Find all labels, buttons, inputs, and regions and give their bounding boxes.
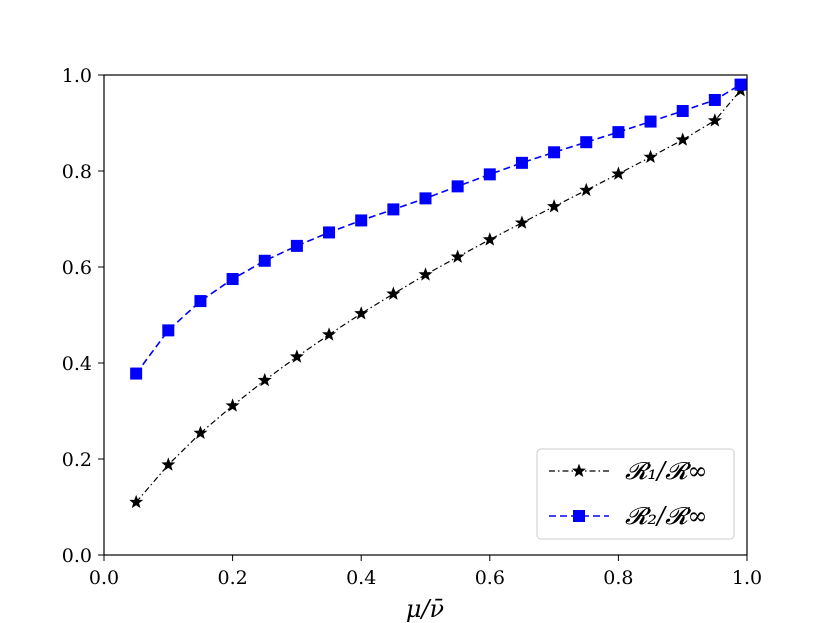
- series-2-point: [162, 324, 175, 337]
- series-1-point: [643, 149, 658, 164]
- y-tick-label: 0.8: [62, 161, 92, 183]
- series-1-point: [547, 199, 562, 213]
- series-2-point: [258, 254, 271, 267]
- y-tick-label: 0.0: [62, 545, 92, 567]
- series-2-point: [451, 180, 464, 193]
- series-2-point: [355, 214, 368, 227]
- series-2-point: [483, 168, 496, 181]
- y-tick-label: 0.4: [62, 353, 92, 375]
- series-2-point: [419, 192, 432, 205]
- series-2-point: [226, 273, 239, 285]
- series-2-point: [130, 367, 143, 380]
- legend-marker: [573, 510, 585, 522]
- series-1-point: [611, 166, 626, 180]
- series-1-point: [257, 372, 272, 387]
- series-2-point: [644, 115, 657, 128]
- series-2-point: [708, 93, 721, 106]
- x-axis-label: μ/ν̄: [406, 595, 444, 623]
- series-1-point: [289, 349, 304, 363]
- series-2-point: [323, 226, 336, 239]
- series-2-point: [612, 126, 625, 139]
- series-1-point: [354, 306, 369, 320]
- series-1-point: [225, 398, 240, 412]
- series-2-point: [290, 239, 303, 252]
- series-1-point: [129, 494, 144, 509]
- series-1-point: [418, 267, 433, 281]
- series-1-point: [450, 249, 465, 263]
- x-tick-label: 0.8: [603, 567, 633, 589]
- series-2: [130, 78, 747, 380]
- series-2-point: [194, 295, 207, 308]
- legend: 𝓡₁/𝓡∞ 𝓡₂/𝓡∞: [536, 448, 735, 540]
- series-1-point: [514, 215, 529, 229]
- series-2-point: [548, 146, 561, 159]
- series-1-point: [161, 457, 176, 471]
- y-tick-label: 0.6: [62, 257, 92, 279]
- series-1-point: [193, 425, 208, 440]
- series-1-point: [322, 327, 337, 341]
- series-1-point: [707, 113, 722, 127]
- x-tick-label: 0.6: [475, 567, 505, 589]
- series-2-point: [734, 78, 747, 91]
- legend-marker: [572, 463, 586, 477]
- x-tick-label: 1.0: [732, 567, 762, 589]
- y-tick-label: 0.2: [62, 449, 92, 471]
- series-1-point: [386, 286, 401, 300]
- x-tick-label: 0.0: [89, 567, 119, 589]
- x-tick-label: 0.4: [346, 567, 376, 589]
- legend-label: 𝓡₁/𝓡∞: [625, 457, 708, 485]
- series-layer: [129, 78, 748, 509]
- series-2-point: [580, 136, 593, 149]
- series-1-point: [482, 232, 497, 246]
- series-1-point: [579, 182, 594, 197]
- legend-label: 𝓡₂/𝓡∞: [625, 502, 708, 530]
- tick-layer: 0.0 0.2 0.4 0.6 0.8 1.0 0.0 0.2 0.4 0.6 0.8 1.0: [62, 65, 762, 589]
- series-1: [129, 83, 748, 509]
- series-2-point: [515, 156, 528, 169]
- series-2-point: [676, 105, 689, 117]
- y-tick-label: 1.0: [62, 65, 92, 87]
- x-tick-label: 0.2: [217, 567, 247, 589]
- series-2-point: [387, 203, 400, 216]
- series-1-point: [675, 132, 690, 146]
